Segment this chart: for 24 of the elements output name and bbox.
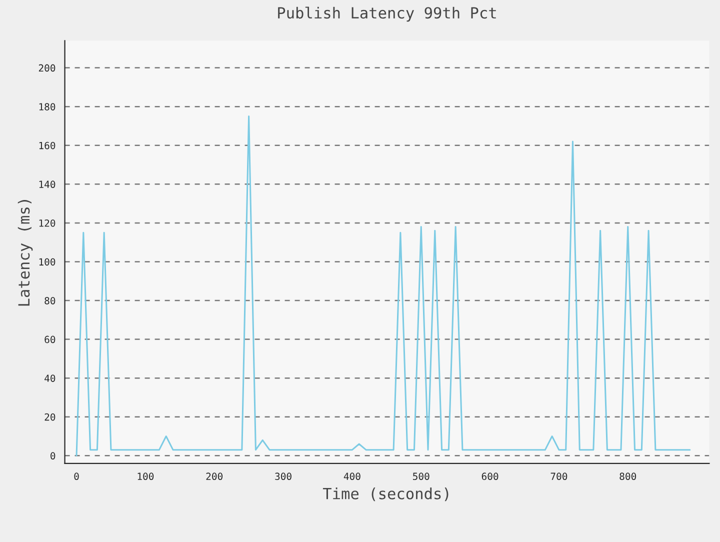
x-tick-label: 700	[550, 472, 568, 480]
y-tick-label: 80	[44, 297, 56, 304]
x-tick-label: 300	[275, 472, 292, 480]
y-tick-label: 200	[38, 64, 56, 72]
y-tick-label: 100	[39, 258, 56, 266]
y-tick-label: 160	[39, 142, 56, 150]
x-tick-label: 100	[138, 472, 154, 480]
x-tick-label: 600	[482, 472, 498, 480]
x-tick-label: 800	[620, 472, 636, 480]
line-series	[76, 116, 691, 456]
chart-title: Publish Latency 99th Pct	[278, 6, 496, 22]
y-tick-label: 40	[44, 374, 56, 382]
x-tick-label: 0	[74, 472, 79, 480]
x-tick-label: 400	[344, 472, 360, 480]
y-tick-label: 0	[50, 452, 56, 460]
y-axis-title: Latency (ms)	[18, 200, 33, 306]
y-tick-label: 140	[39, 180, 56, 188]
y-tick-label: 60	[44, 336, 56, 344]
x-axis-title: Time (seconds)	[322, 488, 448, 502]
x-tick-label: 200	[206, 472, 223, 480]
y-tick-label: 120	[39, 219, 56, 227]
y-tick-label: 180	[39, 103, 56, 110]
y-tick-label: 20	[44, 413, 56, 421]
x-tick-label: 500	[413, 472, 430, 480]
